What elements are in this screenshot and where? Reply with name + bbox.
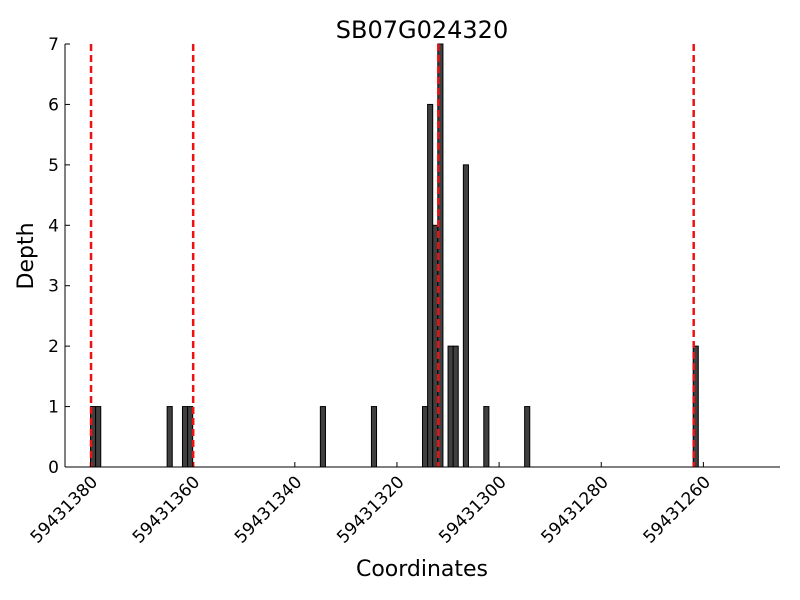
- bar: [483, 406, 490, 468]
- x-axis-label: Coordinates: [356, 557, 488, 582]
- y-tick-label: 7: [48, 35, 59, 55]
- x-tick-label: 59431280: [538, 472, 613, 547]
- x-tick-label: 59431380: [27, 472, 102, 547]
- y-tick-label: 2: [48, 337, 59, 357]
- bar: [462, 164, 469, 468]
- bar: [166, 406, 173, 468]
- bar: [319, 406, 326, 468]
- bars-group: [90, 43, 699, 468]
- bar: [447, 345, 454, 468]
- y-tick-label: 5: [48, 156, 59, 176]
- chart-title: SB07G024320: [336, 16, 508, 44]
- x-tick-label: 59431340: [231, 472, 306, 547]
- x-tick-label: 59431260: [640, 472, 715, 547]
- y-tick-label: 0: [48, 458, 59, 478]
- bar: [95, 406, 102, 468]
- reference-lines-group: [89, 44, 695, 467]
- bar: [432, 224, 439, 468]
- y-tick-label: 3: [48, 277, 59, 297]
- axes-group: [64, 44, 780, 468]
- bar: [524, 406, 531, 468]
- bar: [452, 345, 459, 468]
- y-tick-label: 6: [48, 95, 59, 115]
- bar: [370, 406, 378, 468]
- y-axis-label: Depth: [14, 222, 39, 289]
- bar: [181, 406, 189, 468]
- y-tick-label: 1: [48, 398, 59, 418]
- y-tick-label: 4: [48, 216, 59, 236]
- x-tick-label: 59431360: [129, 472, 204, 547]
- bar: [427, 103, 434, 468]
- x-tick-label: 59431320: [333, 472, 408, 547]
- x-ticks-group: 59431380 59431360 59431340 59431320 59431300…: [27, 462, 715, 548]
- bar: [422, 406, 429, 468]
- x-tick-label: 59431300: [435, 472, 510, 547]
- y-ticks-group: 0 1 2 3 4 5 6 7: [48, 35, 70, 478]
- bar: [187, 406, 194, 468]
